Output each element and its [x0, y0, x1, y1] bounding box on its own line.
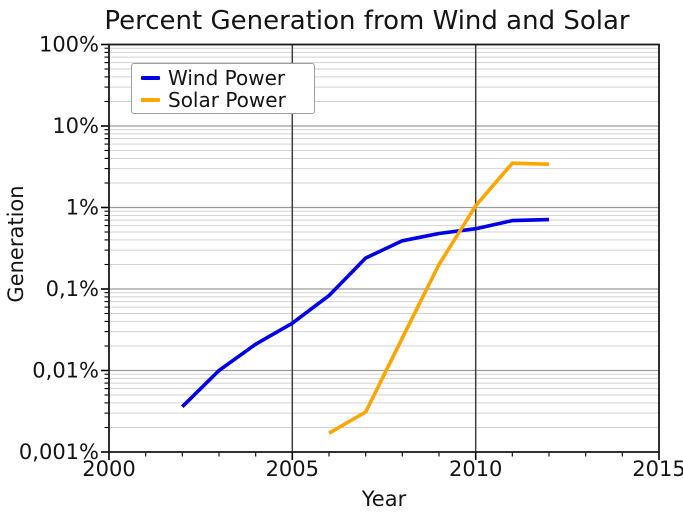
plot-border	[108, 43, 660, 453]
x-tick-label: 2015	[632, 457, 683, 481]
legend-label-wind-power: Wind Power	[168, 66, 286, 90]
y-tick-label: 1%	[66, 196, 99, 220]
chart-title: Percent Generation from Wind and Solar	[104, 6, 630, 36]
y-tick-label: 0,1%	[46, 277, 99, 301]
y-tick-label: 10%	[52, 114, 99, 138]
series-line-wind-power	[181, 217, 550, 408]
solar-power-line-swatch	[141, 98, 160, 102]
x-tick-label: 2000	[82, 457, 135, 481]
legend-item-solar-power: Solar Power	[141, 89, 306, 111]
y-tick-label: 0,001%	[19, 440, 99, 464]
y-tick-label: 0,01%	[32, 359, 99, 383]
wind-power-line-swatch	[141, 76, 160, 80]
legend-label-solar-power: Solar Power	[168, 88, 286, 112]
x-tick-label: 2005	[266, 457, 319, 481]
x-axis-title: Year	[361, 487, 407, 511]
legend-item-wind-power: Wind Power	[141, 67, 306, 89]
legend: Wind Power Solar Power	[131, 63, 315, 114]
x-tick-label: 2010	[449, 457, 502, 481]
series-line-solar-power	[328, 161, 550, 435]
y-tick-label: 100%	[39, 33, 99, 57]
